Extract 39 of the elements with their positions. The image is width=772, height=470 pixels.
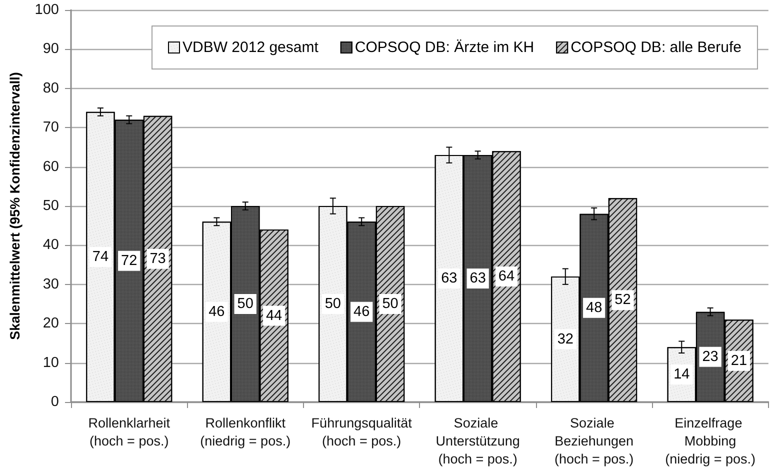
y-tick-label: 70 <box>42 120 59 136</box>
data-label: 14 <box>674 366 690 383</box>
y-tick-label: 100 <box>34 2 59 18</box>
data-label: 44 <box>266 308 282 324</box>
data-label: 50 <box>382 296 398 312</box>
data-label: 46 <box>354 304 370 320</box>
x-tick-label: Rollenklarheit (hoch = pos.) <box>88 416 170 448</box>
data-label: 50 <box>237 296 254 312</box>
legend-label: COPSOQ DB: alle Berufe <box>570 39 742 56</box>
y-tick-label: 60 <box>42 158 59 175</box>
data-label: 64 <box>498 268 515 285</box>
x-tick-label: Soziale Beziehungen (hoch = pos.) <box>554 416 634 466</box>
data-label: 63 <box>441 270 458 287</box>
y-tick-label: 10 <box>42 354 59 371</box>
data-label: 52 <box>614 292 631 308</box>
x-tick-label: Rollenkonflikt (niedrig = pos.) <box>200 416 291 448</box>
y-tick-label: 40 <box>42 237 59 254</box>
data-label: 46 <box>208 304 225 320</box>
legend-label: COPSOQ DB: Ärzte im KH <box>354 39 534 56</box>
data-label: 48 <box>586 300 602 316</box>
data-label: 21 <box>730 352 748 369</box>
legend-label: VDBW 2012 gesamt <box>182 39 320 56</box>
y-tick-label: 20 <box>42 316 59 332</box>
y-tick-label: 80 <box>42 80 59 96</box>
y-tick-label: 0 <box>50 394 59 410</box>
data-label: 23 <box>702 348 718 365</box>
x-tick-label: Soziale Unterstützung (hoch = pos.) <box>436 416 520 466</box>
y-tick-label: 50 <box>42 198 59 214</box>
data-label: 74 <box>92 248 109 265</box>
x-tick-label: Führungsqualität (hoch = pos.) <box>311 416 412 448</box>
y-tick-label: 30 <box>42 276 59 292</box>
x-tick-label: Einzelfrage Mobbing (niedrig = pos.) <box>665 416 756 466</box>
y-axis-title: Skalenmittelwert (95% Konfidenzintervall) <box>8 72 22 340</box>
data-label: 50 <box>324 296 341 312</box>
data-label: 73 <box>150 250 166 267</box>
data-label: 63 <box>470 270 486 287</box>
data-label: 32 <box>557 331 574 348</box>
y-tick-label: 90 <box>42 41 59 58</box>
data-label: 72 <box>121 252 138 269</box>
